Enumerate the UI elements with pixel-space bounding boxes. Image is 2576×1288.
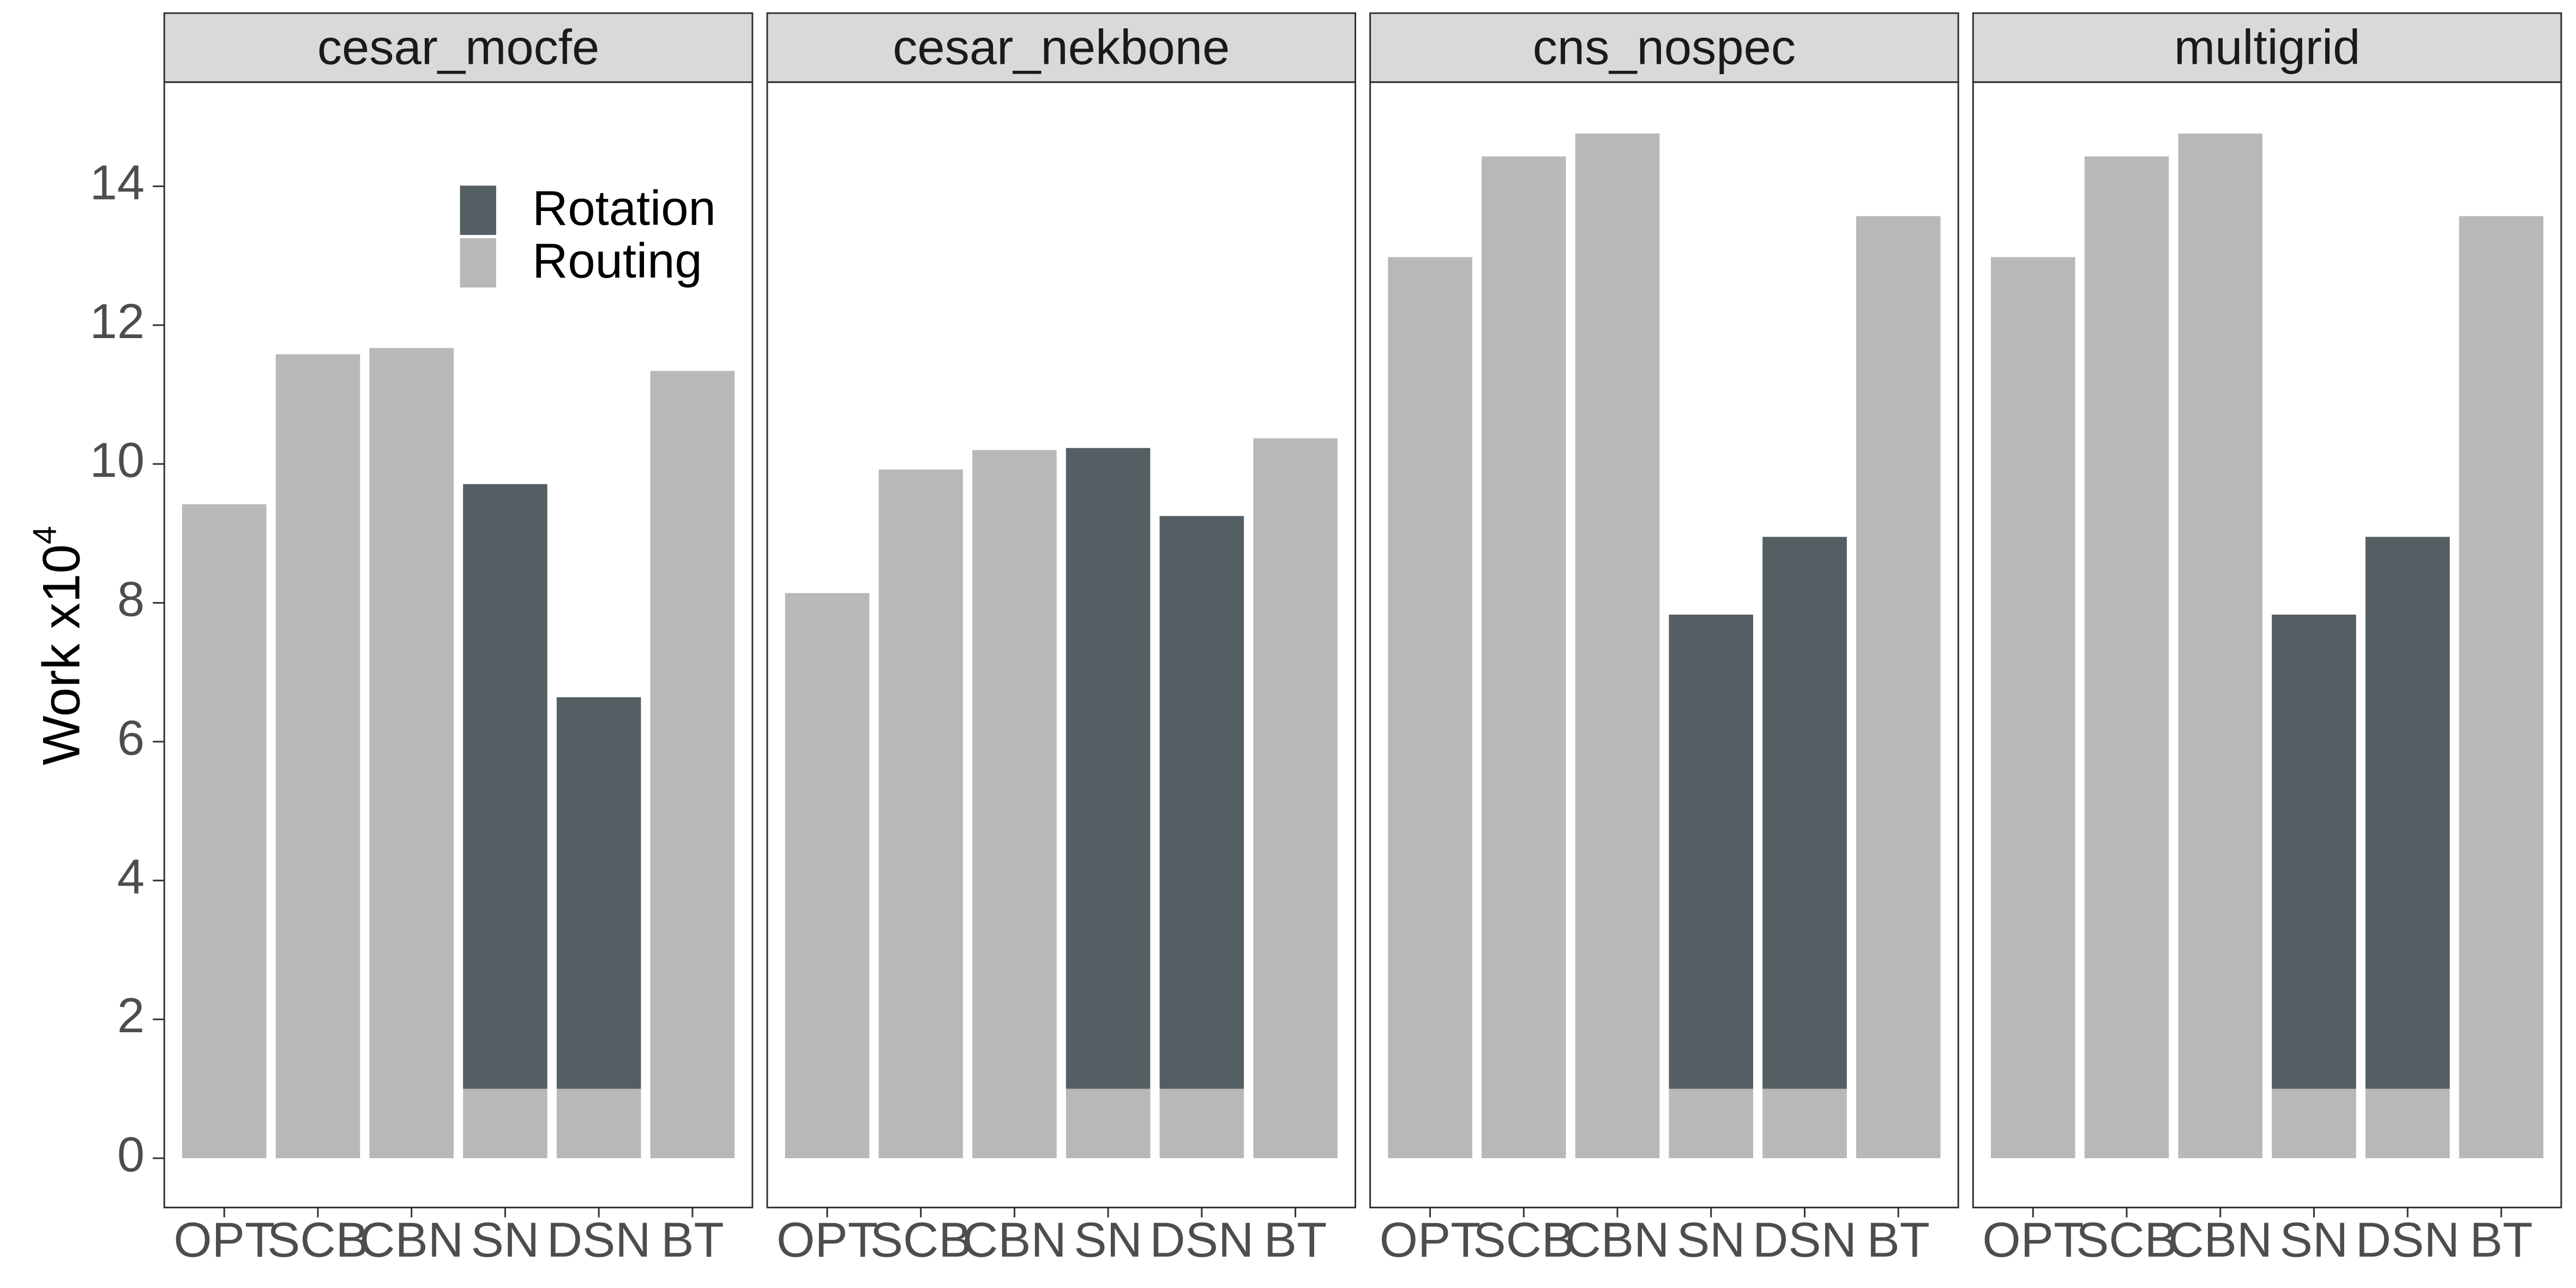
bar-segment	[650, 371, 735, 1158]
facet-title: multigrid	[2174, 20, 2361, 75]
y-tick-label: 10	[90, 433, 145, 488]
x-tick-label: BT	[2470, 1213, 2532, 1268]
bar-segment	[2272, 1088, 2356, 1158]
x-tick-label: CBN	[2168, 1213, 2272, 1268]
strip	[1369, 12, 1959, 83]
facet-title: cesar_mocfe	[317, 20, 599, 75]
bar-segment	[182, 504, 267, 1158]
y-tick-label: 6	[117, 711, 145, 766]
y-label-exponent: 4	[26, 526, 63, 545]
panel-border	[766, 81, 1357, 1208]
bar-segment	[878, 470, 963, 1158]
bar-segment	[1669, 615, 1754, 1089]
bar-segment	[785, 593, 870, 1158]
bar-segment	[1066, 448, 1151, 1089]
x-tick-label: SN	[2280, 1213, 2349, 1268]
facet-title: cesar_nekbone	[893, 20, 1230, 75]
x-tick-label: SCB	[1473, 1213, 1574, 1268]
x-tick-label: DSN	[547, 1213, 651, 1268]
bar-segment	[1669, 1088, 1754, 1158]
x-tick-label: DSN	[2356, 1213, 2460, 1268]
x-tick-label: OPT	[1380, 1213, 1481, 1268]
bar-segment	[1762, 537, 1847, 1089]
x-tick-label: CBN	[962, 1213, 1067, 1268]
bar-segment	[1991, 257, 2075, 1158]
x-tick-label: DSN	[1753, 1213, 1857, 1268]
x-tick-label: SCB	[870, 1213, 972, 1268]
bar-segment	[1575, 133, 1660, 1158]
x-tick-label: SN	[1074, 1213, 1142, 1268]
x-tick-label: SN	[1677, 1213, 1746, 1268]
y-tick-label: 4	[117, 850, 145, 905]
bar-segment	[1856, 216, 1941, 1158]
y-tick-label: 0	[117, 1127, 145, 1182]
bar-segment	[556, 697, 641, 1089]
bar-segment	[1482, 156, 1566, 1158]
y-axis-title: Work x104	[26, 526, 91, 766]
legend-key	[460, 185, 496, 235]
bar-segment	[2365, 537, 2450, 1089]
x-tick-label: OPT	[777, 1213, 878, 1268]
x-tick-label: OPT	[173, 1213, 275, 1268]
x-tick-label: SN	[471, 1213, 540, 1268]
bar-segment	[275, 354, 360, 1158]
bar-segment	[1253, 438, 1338, 1158]
legend-key	[460, 238, 496, 288]
bar-segment	[1159, 1088, 1244, 1158]
x-tick-label: SCB	[2076, 1213, 2177, 1268]
legend-label: Routing	[532, 233, 702, 288]
x-tick-label: BT	[1867, 1213, 1929, 1268]
bar-segment	[972, 450, 1057, 1158]
strip	[1972, 12, 2562, 83]
bar-segment	[1066, 1088, 1151, 1158]
x-tick-label: SCB	[267, 1213, 369, 1268]
y-tick-label: 8	[117, 571, 145, 627]
facet-title: cns_nospec	[1533, 20, 1796, 75]
bar-segment	[2272, 615, 2356, 1089]
x-tick-label: OPT	[1982, 1213, 2084, 1268]
bar-segment	[463, 484, 547, 1089]
panel-border	[163, 81, 754, 1208]
bar-segment	[1762, 1088, 1847, 1158]
bar-segment	[369, 348, 454, 1158]
bar-segment	[463, 1088, 547, 1158]
bar-segment	[2178, 133, 2263, 1158]
y-tick-label: 12	[90, 294, 145, 349]
y-tick-label: 2	[117, 988, 145, 1043]
bar-segment	[2459, 216, 2544, 1158]
x-tick-label: DSN	[1149, 1213, 1254, 1268]
strip	[766, 12, 1357, 83]
y-label: Work x10	[33, 544, 91, 765]
bar-segment	[556, 1088, 641, 1158]
legend-label: Rotation	[532, 181, 716, 236]
bar-segment	[2365, 1088, 2450, 1158]
bar-segment	[1159, 516, 1244, 1089]
x-tick-label: CBN	[1566, 1213, 1670, 1268]
x-tick-label: BT	[661, 1213, 724, 1268]
bar-segment	[2084, 156, 2169, 1158]
panel-border	[1369, 81, 1959, 1208]
panel-border	[1972, 81, 2562, 1208]
y-tick-label: 14	[90, 155, 145, 210]
bar-segment	[1388, 257, 1472, 1158]
strip	[163, 12, 754, 83]
x-tick-label: CBN	[359, 1213, 464, 1268]
x-tick-label: BT	[1264, 1213, 1327, 1268]
